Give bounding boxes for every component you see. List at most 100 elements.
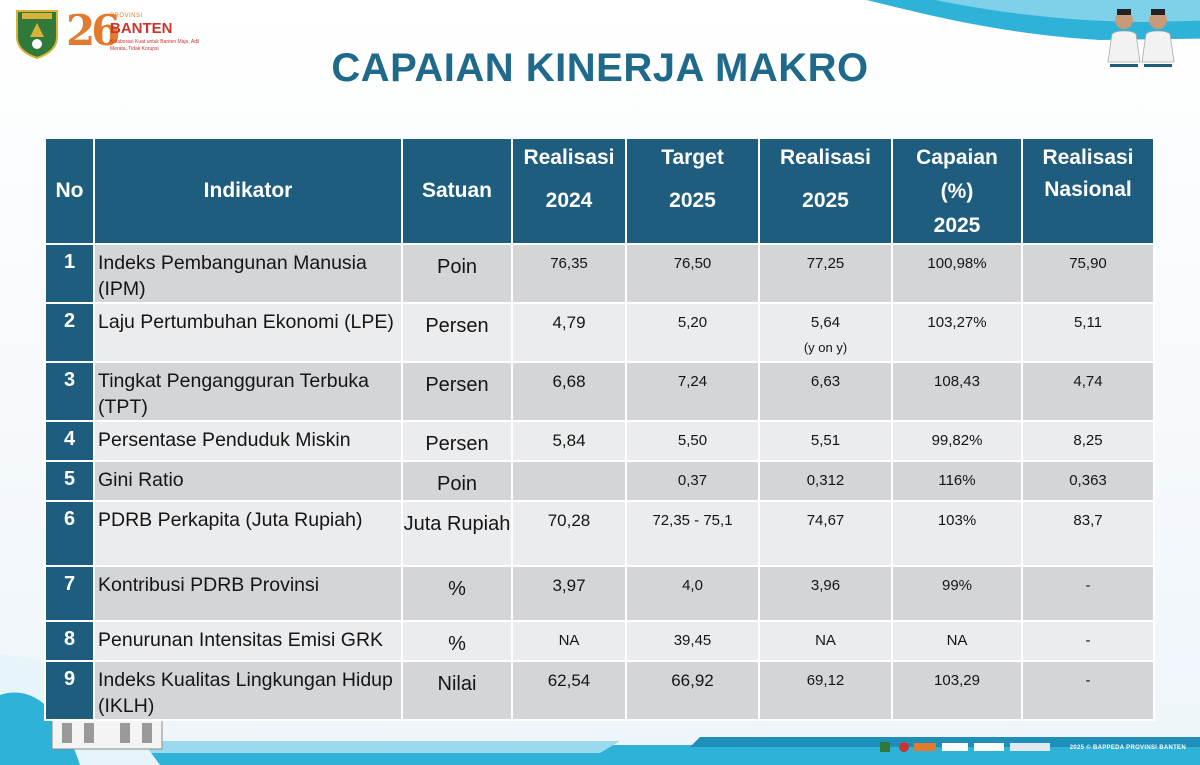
table-row: 4 Persentase Penduduk Miskin Persen 5,84…	[44, 420, 1155, 462]
table-row: 3 Tingkat Pengangguran Terbuka (TPT) Per…	[44, 361, 1155, 422]
partner-logos-strip	[880, 742, 1050, 752]
row-nasional: 8,25	[1021, 420, 1155, 462]
header-target-2025: Target 2025	[625, 137, 760, 245]
header-satuan: Satuan	[401, 137, 513, 245]
row-target-2025: 5,20	[625, 302, 760, 363]
row-target-2025: 66,92	[625, 660, 760, 721]
row-target-2025: 5,50	[625, 420, 760, 462]
row-realisasi-2025: 69,12	[758, 660, 893, 721]
row-realisasi-2025: 77,25	[758, 243, 893, 304]
row-realisasi-2025: 5,51	[758, 420, 893, 462]
row-nasional: 83,7	[1021, 500, 1155, 567]
row-satuan: Juta Rupiah	[401, 500, 513, 567]
row-realisasi-2024: 4,79	[511, 302, 627, 363]
row-capaian: NA	[891, 620, 1023, 662]
header-target-2025-line1: Target	[661, 146, 724, 169]
row-capaian: 99,82%	[891, 420, 1023, 462]
row-realisasi-2024: 76,35	[511, 243, 627, 304]
header-realisasi-2025-line2: 2025	[802, 189, 849, 212]
header-capaian-2025: Capaian (%) 2025	[891, 137, 1023, 245]
row-indikator: Laju Pertumbuhan Ekonomi (LPE)	[93, 302, 403, 363]
row-capaian: 100,98%	[891, 243, 1023, 304]
header-capaian-line2: (%)	[940, 180, 974, 203]
row-target-2025: 39,45	[625, 620, 760, 662]
page-title: CAPAIAN KINERJA MAKRO	[331, 46, 869, 90]
row-indikator: Kontribusi PDRB Provinsi	[93, 565, 403, 622]
row-capaian: 116%	[891, 460, 1023, 502]
row-capaian: 103,27%	[891, 302, 1023, 363]
row-target-2025: 0,37	[625, 460, 760, 502]
row-realisasi-2025-cell: 5,64 (y on y)	[758, 302, 893, 363]
row-nasional: -	[1021, 565, 1155, 622]
row-realisasi-2024	[511, 460, 627, 502]
banten-crest-icon	[16, 10, 58, 59]
table-row: 8 Penurunan Intensitas Emisi GRK % NA 39…	[44, 620, 1155, 662]
header-realisasi-2025: Realisasi 2025	[758, 137, 893, 245]
row-target-2025: 4,0	[625, 565, 760, 622]
row-no: 3	[44, 361, 95, 422]
row-no: 2	[44, 302, 95, 363]
header-indikator: Indikator	[93, 137, 403, 245]
row-capaian: 99%	[891, 565, 1023, 622]
row-satuan: Persen	[401, 420, 513, 462]
header-nasional-line1: Realisasi	[1042, 146, 1134, 169]
header-target-2025-line2: 2025	[669, 189, 716, 212]
kpi-table: No Indikator Satuan Realisasi 2024 Targe…	[44, 137, 1155, 721]
brand-province-label: PROVINSI	[110, 13, 143, 19]
row-indikator: Penurunan Intensitas Emisi GRK	[93, 620, 403, 662]
header-nasional-line2: Nasional	[1044, 178, 1132, 201]
row-no: 7	[44, 565, 95, 622]
row-indikator: PDRB Perkapita (Juta Rupiah)	[93, 500, 403, 567]
row-satuan: Nilai	[401, 660, 513, 721]
row-no: 5	[44, 460, 95, 502]
row-nasional: 0,363	[1021, 460, 1155, 502]
row-satuan: %	[401, 565, 513, 622]
row-satuan: %	[401, 620, 513, 662]
banten-26-anniversary-logo: 26 PROVINSI BANTEN Kolaborasi Kuat untuk…	[66, 6, 199, 62]
row-indikator: Indeks Kualitas Lingkungan Hidup (IKLH)	[93, 660, 403, 721]
brand-tagline: Kolaborasi Kuat untuk Banten Maju, Adil …	[110, 39, 200, 52]
row-realisasi-2025: 6,63	[758, 361, 893, 422]
row-nasional: -	[1021, 620, 1155, 662]
row-realisasi-2024: 3,97	[511, 565, 627, 622]
row-capaian: 103%	[891, 500, 1023, 567]
header-realisasi-nasional: Realisasi Nasional	[1021, 137, 1155, 245]
row-satuan: Persen	[401, 302, 513, 363]
row-capaian: 103,29	[891, 660, 1023, 721]
governor-portrait-icon	[1107, 9, 1175, 67]
brand-name: BANTEN	[110, 20, 173, 37]
row-target-2025: 76,50	[625, 243, 760, 304]
row-satuan: Poin	[401, 243, 513, 304]
table-row: 6 PDRB Perkapita (Juta Rupiah) Juta Rupi…	[44, 500, 1155, 567]
header-realisasi-2024: Realisasi 2024	[511, 137, 627, 245]
row-target-2025: 72,35 - 75,1	[625, 500, 760, 567]
row-satuan: Poin	[401, 460, 513, 502]
row-realisasi-2025-note: (y on y)	[803, 340, 848, 355]
table-row: 7 Kontribusi PDRB Provinsi % 3,97 4,0 3,…	[44, 565, 1155, 622]
table-row: 1 Indeks Pembangunan Manusia (IPM) Poin …	[44, 243, 1155, 304]
row-realisasi-2025: NA	[758, 620, 893, 662]
row-realisasi-2024: 62,54	[511, 660, 627, 721]
row-indikator: Persentase Penduduk Miskin	[93, 420, 403, 462]
row-realisasi-2024: 5,84	[511, 420, 627, 462]
header-capaian-line3: 2025	[933, 214, 981, 237]
header-realisasi-2024-line1: Realisasi	[523, 146, 615, 169]
table-row: 9 Indeks Kualitas Lingkungan Hidup (IKLH…	[44, 660, 1155, 721]
table-row: 2 Laju Pertumbuhan Ekonomi (LPE) Persen …	[44, 302, 1155, 363]
row-no: 4	[44, 420, 95, 462]
row-indikator: Gini Ratio	[93, 460, 403, 502]
row-target-2025: 7,24	[625, 361, 760, 422]
header-realisasi-2025-line1: Realisasi	[779, 146, 872, 169]
row-realisasi-2024: 6,68	[511, 361, 627, 422]
table-row: 5 Gini Ratio Poin 0,37 0,312 116% 0,363	[44, 460, 1155, 502]
row-nasional: 4,74	[1021, 361, 1155, 422]
header-capaian-line1: Capaian	[916, 146, 998, 169]
header-realisasi-2024-line2: 2024	[545, 189, 593, 212]
row-realisasi-2024: 70,28	[511, 500, 627, 567]
row-realisasi-2025: 3,96	[758, 565, 893, 622]
row-realisasi-2025: 74,67	[758, 500, 893, 567]
row-indikator: Tingkat Pengangguran Terbuka (TPT)	[93, 361, 403, 422]
row-capaian: 108,43	[891, 361, 1023, 422]
row-no: 1	[44, 243, 95, 304]
